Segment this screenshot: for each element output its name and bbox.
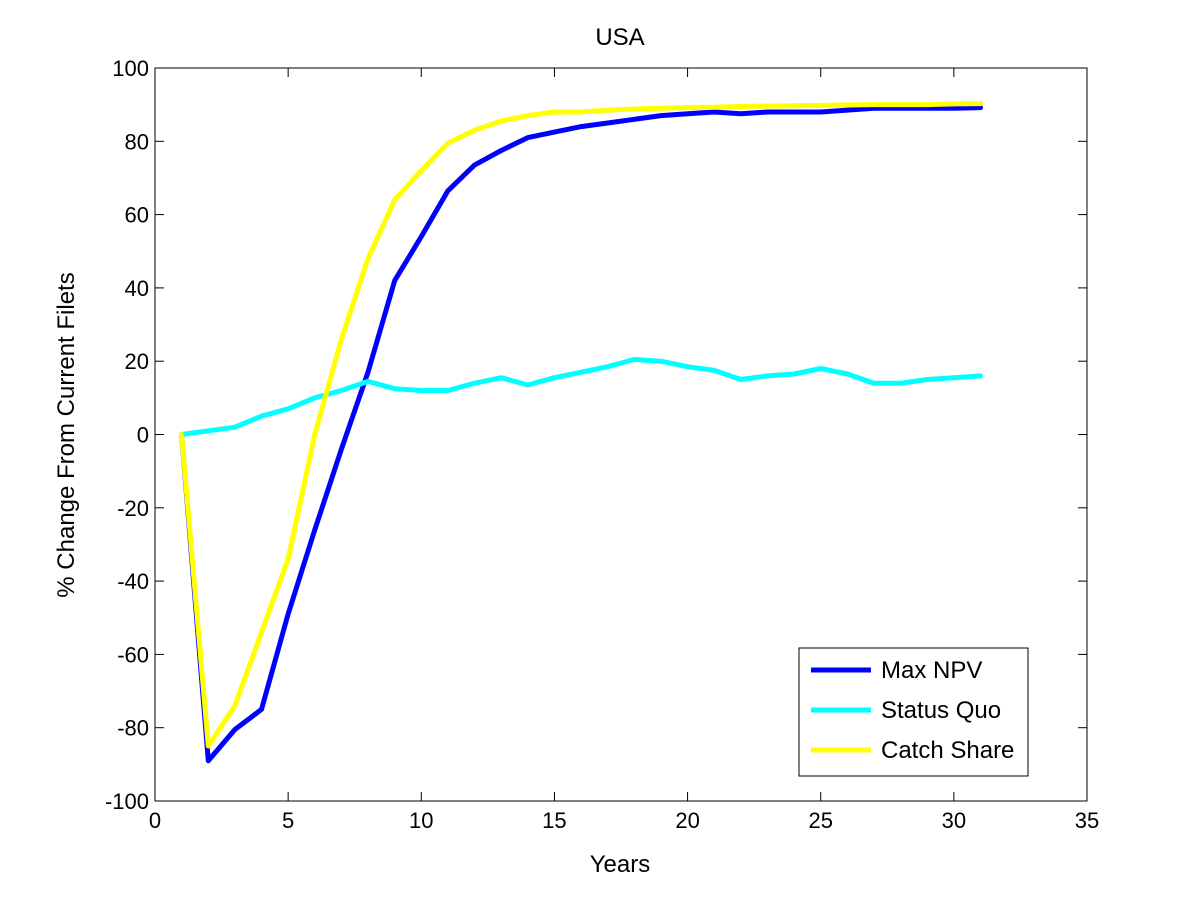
- y-tick-label: -40: [117, 569, 149, 594]
- x-tick-label: 25: [808, 808, 832, 833]
- x-tick-label: 35: [1075, 808, 1099, 833]
- y-tick-label: 20: [125, 349, 149, 374]
- y-tick-label: 80: [125, 129, 149, 154]
- y-tick-label: -20: [117, 496, 149, 521]
- y-tick-label: 0: [137, 423, 149, 448]
- legend-label-status-quo: Status Quo: [881, 697, 1001, 724]
- series-line-catch-share: [179, 101, 983, 749]
- x-tick-label: 15: [542, 808, 566, 833]
- chart-title: USA: [595, 24, 644, 51]
- y-axis-label: % Change From Current Filets: [53, 272, 80, 597]
- legend-label-max-npv: Max NPV: [881, 657, 982, 684]
- y-tick-label: 40: [125, 276, 149, 301]
- x-tick-label: 30: [942, 808, 966, 833]
- series-line-max-npv: [179, 105, 983, 764]
- plot-area: 0 5 10 15 20 25 30 35 -100 -80 -60 -40 -20 0 20 40 60 80 1…: [105, 56, 1099, 833]
- series-line-status-quo: [179, 356, 983, 437]
- y-tick-label: 100: [112, 56, 149, 81]
- x-tick-label: 20: [675, 808, 699, 833]
- x-tick-label: 5: [282, 808, 294, 833]
- legend: Max NPV Status Quo Catch Share: [798, 647, 1029, 777]
- y-tick-label: 60: [125, 203, 149, 228]
- legend-label-catch-share: Catch Share: [881, 737, 1014, 764]
- y-tick-label: -80: [117, 716, 149, 741]
- x-tick-label: 0: [149, 808, 161, 833]
- x-axis-label: Years: [590, 851, 651, 878]
- x-tick-label: 10: [409, 808, 433, 833]
- y-tick-label: -60: [117, 642, 149, 667]
- y-tick-label: -100: [105, 789, 149, 814]
